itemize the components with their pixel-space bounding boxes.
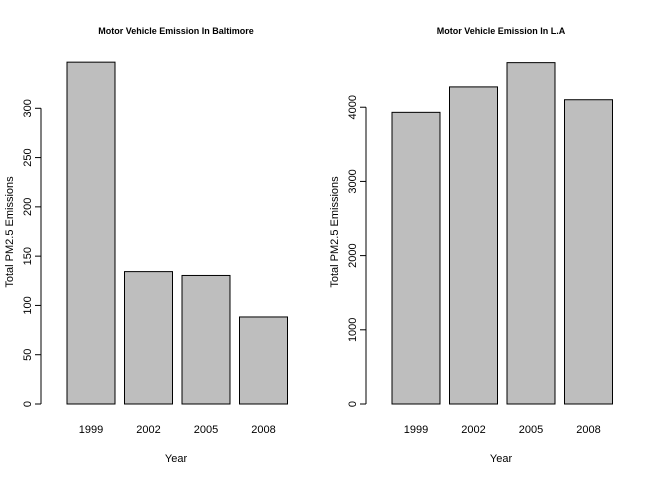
x-axis-labels: 1999 2002 2005 2008 [404, 424, 601, 436]
y-tick-label: 200 [22, 198, 34, 216]
x-tick-label: 2005 [194, 424, 218, 436]
y-tick-label: 250 [22, 148, 34, 166]
y-axis-title: Total PM2.5 Emissions [4, 176, 16, 288]
x-tick-label: 2002 [461, 424, 485, 436]
y-tick-label: 2000 [347, 243, 359, 267]
y-axis: 0 50 100 150 200 250 300 [22, 99, 42, 407]
bar-1999 [391, 111, 441, 405]
chart-title: Motor Vehicle Emission In Baltimore [98, 26, 254, 36]
x-tick-label: 2005 [519, 424, 543, 436]
bars [391, 62, 613, 405]
y-tick-label: 50 [22, 349, 34, 361]
y-tick-label: 150 [22, 247, 34, 265]
bar-2008 [239, 316, 288, 405]
y-tick-label: 100 [22, 296, 34, 314]
x-tick-label: 2002 [136, 424, 160, 436]
y-axis-title: Total PM2.5 Emissions [329, 176, 341, 288]
y-tick-label: 1000 [347, 318, 359, 342]
y-tick-label: 0 [22, 401, 34, 407]
y-tick-label: 300 [22, 99, 34, 117]
bar-2002 [449, 86, 498, 405]
panel-los-angeles: Motor Vehicle Emission In L.A Year Total… [329, 26, 613, 465]
bars [66, 61, 288, 405]
panel-baltimore: Motor Vehicle Emission In Baltimore Year… [4, 26, 288, 465]
x-axis-labels: 1999 2002 2005 2008 [79, 424, 276, 436]
x-axis-title: Year [490, 453, 513, 465]
y-tick-label: 3000 [347, 169, 359, 193]
bar-1999 [66, 61, 116, 405]
bar-2005 [506, 62, 556, 405]
bar-2005 [181, 274, 231, 405]
y-axis: 0 1000 2000 3000 4000 [347, 95, 367, 407]
bar-2008 [564, 99, 613, 405]
x-axis-title: Year [165, 453, 188, 465]
x-tick-label: 2008 [576, 424, 600, 436]
y-tick-label: 4000 [347, 95, 359, 119]
x-tick-label: 2008 [251, 424, 275, 436]
chart-title: Motor Vehicle Emission In L.A [437, 26, 566, 36]
bar-2002 [124, 271, 173, 405]
x-tick-label: 1999 [79, 424, 103, 436]
y-tick-label: 0 [347, 401, 359, 407]
x-tick-label: 1999 [404, 424, 428, 436]
